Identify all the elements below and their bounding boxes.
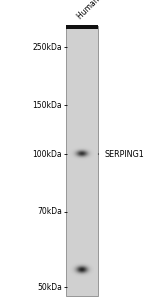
Text: 100kDa: 100kDa	[33, 149, 62, 159]
Text: SERPING1: SERPING1	[98, 149, 144, 159]
Text: Human plasma: Human plasma	[75, 0, 123, 21]
Text: 250kDa: 250kDa	[33, 43, 62, 52]
Text: 50kDa: 50kDa	[37, 283, 62, 292]
Bar	[66, 25, 98, 29]
Text: 70kDa: 70kDa	[37, 207, 62, 217]
Text: 150kDa: 150kDa	[33, 101, 62, 110]
Bar	[66, 26, 98, 296]
